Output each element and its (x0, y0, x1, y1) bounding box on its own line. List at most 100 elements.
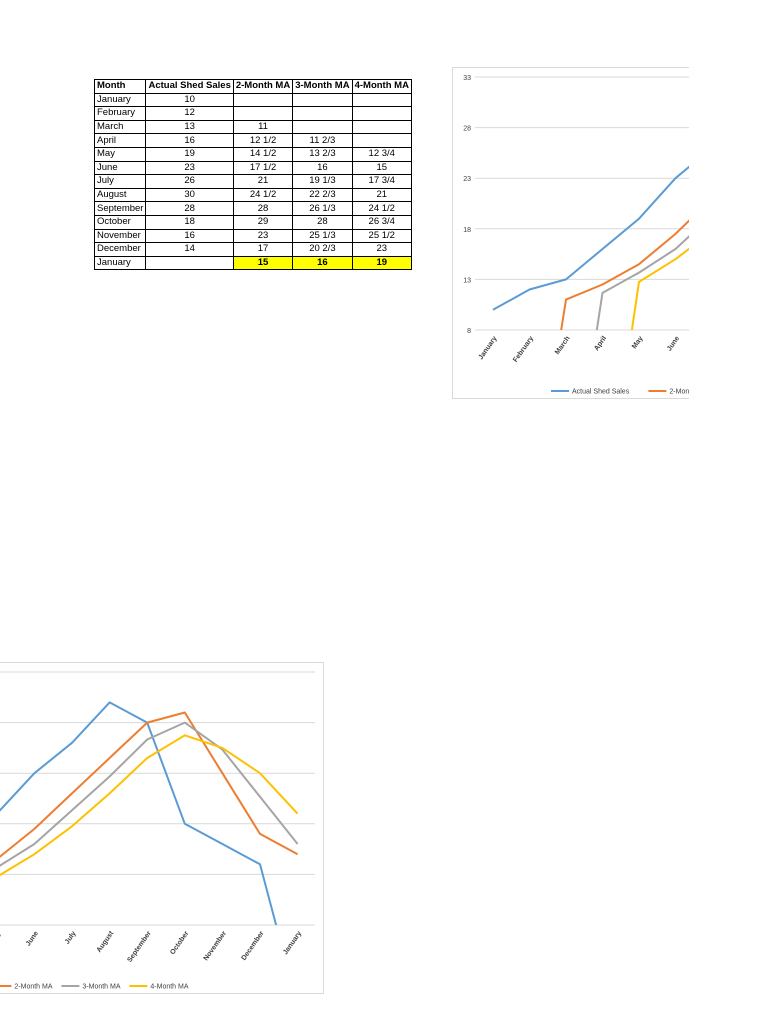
y-tick-label: 8 (467, 328, 471, 335)
x-tick-label: June (25, 930, 40, 947)
cell-ma4: 26 3/4 (351, 214, 412, 230)
cell-ma2-forecast: 15 (232, 255, 294, 271)
cell-ma3 (292, 92, 353, 108)
header-actual-sales: Actual Shed Sales (145, 79, 234, 94)
cell-ma4 (351, 92, 412, 108)
cell-ma3: 20 2/3 (292, 242, 353, 257)
x-tick-label: December (240, 930, 265, 962)
cell-ma2: 23 (232, 228, 294, 244)
cell-actual (145, 255, 234, 271)
cell-ma2: 14 1/2 (232, 146, 294, 162)
cell-ma3: 19 1/3 (292, 174, 353, 189)
cell-actual: 19 (145, 146, 234, 162)
x-tick-label: October (169, 930, 190, 956)
x-tick-label: July (64, 930, 78, 946)
cell-ma2: 29 (232, 214, 294, 230)
cell-ma4 (351, 133, 412, 148)
table-row: April 16 12 1/2 11 2/3 (93, 133, 412, 148)
table-row: February 12 (93, 106, 412, 121)
x-tick-label: March (554, 335, 572, 356)
y-tick-label: 28 (463, 126, 471, 133)
cell-month: April (93, 133, 147, 148)
cell-ma3: 25 1/3 (292, 228, 353, 244)
cell-actual: 30 (145, 187, 234, 203)
cell-ma2: 17 1/2 (232, 160, 294, 176)
x-tick-label: September (126, 930, 153, 964)
cell-ma3: 22 2/3 (292, 187, 353, 203)
cell-actual: 14 (145, 242, 234, 257)
cell-ma2: 12 1/2 (232, 133, 294, 148)
table-row: September 28 28 26 1/3 24 1/2 (93, 201, 412, 216)
table-row: May 19 14 1/2 13 2/3 12 3/4 (93, 146, 412, 162)
table-body: January 10 February 12 March 13 11 April 16 12… (93, 92, 412, 271)
series-line-3-month-ma (0, 721, 299, 867)
cell-ma4-forecast: 19 (351, 255, 412, 271)
cell-ma2: 17 (232, 242, 294, 257)
table-row: January 10 (93, 92, 412, 108)
cell-month: September (93, 201, 147, 216)
x-tick-label: June (666, 335, 681, 352)
cell-month: November (93, 228, 147, 244)
legend-label-actual-shed-sales: Actual Shed Sales (572, 389, 630, 396)
forecast-row: January 15 16 19 (93, 255, 412, 271)
x-tick-label: January (282, 930, 303, 956)
series-line-3-month-ma (595, 235, 689, 331)
header-2-month-ma: 2-Month MA (232, 79, 294, 94)
cell-ma4 (351, 106, 412, 121)
cell-month: March (93, 119, 147, 135)
cell-ma2 (232, 92, 294, 108)
cell-actual: 16 (145, 228, 234, 244)
table-row: August 30 24 1/2 22 2/3 21 (93, 187, 412, 203)
y-tick-label: 13 (463, 277, 471, 284)
series-line-actual-shed-sales (0, 701, 278, 926)
cell-ma3: 28 (292, 214, 353, 230)
cell-ma4: 21 (351, 187, 412, 203)
cell-actual: 28 (145, 201, 234, 216)
x-tick-label: February (512, 335, 535, 364)
cell-month: July (93, 174, 147, 189)
chart-bottom-svg: May June July August September October Novembe… (0, 671, 315, 991)
cell-ma3: 26 1/3 (292, 201, 353, 216)
cell-ma2: 28 (232, 201, 294, 216)
cell-actual: 16 (145, 133, 234, 148)
cell-actual: 23 (145, 160, 234, 176)
cell-ma3: 11 2/3 (292, 133, 353, 148)
cell-ma4: 24 1/2 (351, 201, 412, 216)
cell-actual: 12 (145, 106, 234, 121)
chart-top-svg: 8 13 18 23 28 33 January February March April May J… (463, 75, 689, 396)
cell-ma3: 16 (292, 160, 353, 176)
cell-actual: 13 (145, 119, 234, 135)
table-row: June 23 17 1/2 16 15 (93, 160, 412, 176)
cell-ma3 (292, 119, 353, 135)
cell-month: August (93, 187, 147, 203)
cell-month: January (93, 92, 147, 108)
legend-label-2-month-ma: 2-Month MA (669, 389, 689, 396)
cell-ma2: 24 1/2 (232, 187, 294, 203)
table-row: July 26 21 19 1/3 17 3/4 (93, 174, 412, 189)
cell-ma2: 21 (232, 174, 294, 189)
y-tick-label: 23 (463, 176, 471, 183)
cell-ma4: 25 1/2 (351, 228, 412, 244)
table-row: November 16 23 25 1/3 25 1/2 (93, 228, 412, 244)
y-tick-label: 33 (463, 75, 471, 82)
cell-ma3: 13 2/3 (292, 146, 353, 162)
header-month: Month (93, 79, 147, 94)
legend-label-2-month-ma: 2-Month MA (14, 984, 52, 991)
cell-ma3 (292, 106, 353, 121)
cell-month: December (93, 242, 147, 257)
header-4-month-ma: 4-Month MA (351, 79, 412, 94)
cell-actual: 10 (145, 92, 234, 108)
table-header-row: Month Actual Shed Sales 2-Month MA 3-Mon… (93, 79, 412, 94)
cell-ma2 (232, 106, 294, 121)
y-tick-label: 18 (463, 227, 471, 234)
x-tick-label: May (631, 335, 645, 350)
cell-ma4: 17 3/4 (351, 174, 412, 189)
table-row: October 18 29 28 26 3/4 (93, 214, 412, 230)
series-line-2-month-ma (0, 711, 299, 858)
x-tick-label: November (203, 930, 229, 962)
x-tick-label: January (477, 335, 498, 361)
cell-ma4: 23 (351, 242, 412, 257)
chart-top-fragment: 8 13 18 23 28 33 January February March April May J… (452, 67, 689, 399)
cell-ma4: 12 3/4 (351, 146, 412, 162)
cell-actual: 26 (145, 174, 234, 189)
